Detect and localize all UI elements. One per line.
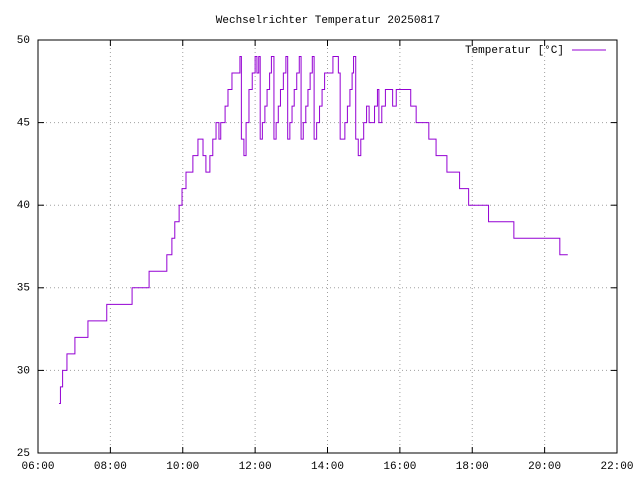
x-tick-label: 10:00 — [166, 461, 199, 473]
y-tick-label: 40 — [17, 200, 30, 212]
x-tick-label: 08:00 — [94, 461, 127, 473]
y-tick-label: 30 — [17, 365, 30, 377]
x-tick-label: 22:00 — [600, 461, 633, 473]
x-tick-label: 14:00 — [311, 461, 344, 473]
y-tick-label: 35 — [17, 283, 30, 295]
x-tick-label: 18:00 — [456, 461, 489, 473]
x-tick-label: 20:00 — [528, 461, 561, 473]
data-line — [58, 56, 568, 404]
legend-label: Temperatur [°C] — [465, 45, 564, 57]
y-tick-label: 50 — [17, 35, 30, 47]
x-tick-label: 16:00 — [383, 461, 416, 473]
x-tick-label: 12:00 — [239, 461, 272, 473]
plot-border — [37, 39, 618, 454]
y-tick-label: 45 — [17, 118, 30, 130]
x-tick-label: 06:00 — [21, 461, 54, 473]
y-tick-label: 25 — [17, 448, 30, 460]
chart-title: Wechselrichter Temperatur 20250817 — [216, 15, 440, 27]
